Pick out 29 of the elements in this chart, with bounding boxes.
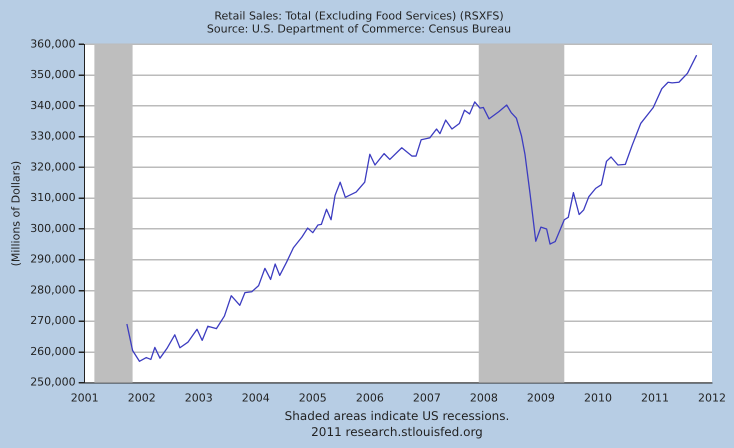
text: Shaded areas indicate US recessions. bbox=[284, 408, 510, 424]
x-tick-label: 2004 bbox=[242, 391, 270, 404]
x-tick-label: 2007 bbox=[412, 391, 441, 404]
x-tick-label: 2006 bbox=[356, 391, 384, 404]
x-tick-label: 2002 bbox=[128, 391, 156, 404]
x-tick-label: 2005 bbox=[298, 391, 327, 404]
y-tick-label: 260,000 bbox=[30, 344, 76, 358]
x-tick-label: 2011 bbox=[640, 391, 669, 404]
x-tick-label: 2012 bbox=[698, 391, 726, 404]
y-tick-label: 340,000 bbox=[30, 98, 76, 112]
y-tick-label: 310,000 bbox=[30, 191, 76, 204]
chart-title: Retail Sales: Total (Excluding Food Services) (RSXFS) bbox=[214, 9, 504, 22]
x-tick-label: 2001 bbox=[70, 391, 99, 404]
y-tick-label: 270,000 bbox=[30, 314, 76, 328]
x-tick-label: 2008 bbox=[470, 391, 498, 404]
y-tick-label: 330,000 bbox=[30, 130, 76, 143]
x-tick-label: 2010 bbox=[584, 391, 612, 404]
y-tick-label: 300,000 bbox=[30, 222, 76, 235]
y-tick-label: 360,000 bbox=[30, 37, 76, 50]
y-tick-label: 320,000 bbox=[30, 160, 76, 174]
x-tick-label: 2009 bbox=[526, 391, 555, 404]
x-tick-label: 2003 bbox=[184, 391, 213, 404]
chart-subtitle: Source: U.S. Department of Commerce: Census Bureau bbox=[206, 22, 512, 36]
y-tick-label: 250,000 bbox=[30, 376, 76, 389]
y-tick-label: 290,000 bbox=[30, 252, 76, 266]
y-tick-label: 280,000 bbox=[30, 283, 76, 296]
y-tick-label: 350,000 bbox=[30, 68, 76, 82]
text: 2011 research.stlouisfed.org bbox=[310, 424, 484, 440]
y-axis-title: (Millions of Dollars) bbox=[9, 160, 22, 266]
